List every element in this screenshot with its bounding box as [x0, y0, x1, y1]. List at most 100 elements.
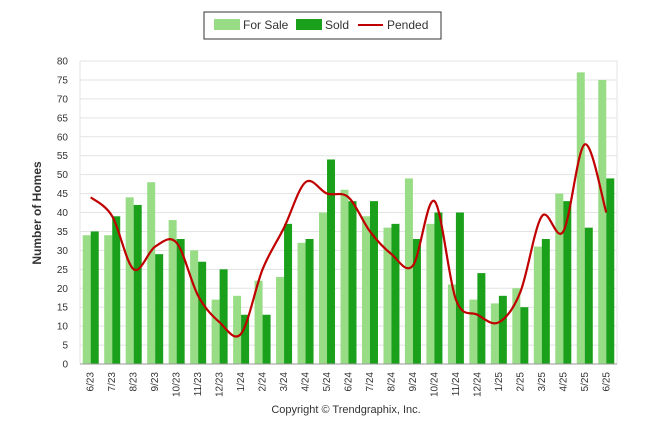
x-tick-label: 10/23 — [172, 372, 183, 397]
bar-for-sale — [340, 189, 349, 364]
bar-sold — [262, 314, 271, 364]
bar-for-sale — [533, 246, 542, 364]
x-tick-label: 1/25 — [494, 372, 505, 392]
bar-for-sale — [361, 216, 370, 364]
y-tick-label: 20 — [57, 284, 69, 295]
bar-sold — [305, 239, 314, 364]
legend: For Sale Sold Pended — [203, 11, 442, 40]
y-tick-label: 55 — [57, 151, 69, 162]
y-tick-label: 15 — [57, 303, 69, 314]
bar-sold — [477, 273, 486, 364]
bar-sold — [90, 231, 99, 364]
bar-sold — [584, 227, 593, 364]
x-tick-label: 3/24 — [279, 372, 290, 392]
bar-sold — [348, 201, 357, 364]
y-tick-label: 5 — [62, 341, 68, 352]
x-tick-label: 5/25 — [580, 372, 591, 392]
y-tick-label: 75 — [57, 75, 69, 86]
x-tick-label: 8/24 — [386, 372, 397, 392]
x-tick-label: 4/25 — [558, 372, 569, 392]
y-axis-label: Number of Homes — [30, 161, 44, 265]
y-tick-label: 40 — [57, 208, 69, 219]
y-tick-label: 25 — [57, 265, 69, 276]
x-tick-label: 4/24 — [301, 372, 312, 392]
legend-swatch-sold — [296, 19, 322, 30]
bar-for-sale — [233, 295, 242, 364]
y-tick-label: 0 — [62, 360, 68, 371]
bar-sold — [455, 212, 464, 364]
bar-sold — [606, 178, 615, 364]
x-tick-label: 11/23 — [193, 372, 204, 397]
x-tick-label: 5/24 — [322, 372, 333, 392]
bar-for-sale — [576, 72, 585, 365]
bar-sold — [520, 307, 529, 364]
bar-for-sale — [512, 288, 521, 364]
x-axis-ticks: 6/23 7/23 8/23 9/23 10/23 11/23 12/23 1/24 2/24 3… — [86, 372, 613, 397]
bar-for-sale — [276, 276, 285, 364]
x-tick-label: 2/24 — [258, 372, 269, 392]
pended-line — [90, 143, 608, 338]
copyright-text: Copyright © Trendgraphix, Inc. — [271, 404, 420, 416]
x-tick-label: 12/23 — [215, 372, 226, 397]
bar-sold — [155, 254, 164, 364]
y-tick-label: 65 — [57, 113, 69, 124]
bar-for-sale — [319, 212, 328, 364]
x-tick-label: 9/23 — [150, 372, 161, 392]
bar-for-sale — [190, 250, 199, 364]
bar-for-sale — [104, 235, 113, 364]
legend-label-sold: Sold — [325, 18, 349, 32]
bar-sold — [434, 212, 443, 364]
bar-for-sale — [383, 227, 392, 364]
bar-for-sale — [82, 235, 91, 364]
x-tick-label: 3/25 — [537, 372, 548, 392]
x-tick-label: 8/23 — [129, 372, 140, 392]
bar-sold — [412, 239, 421, 364]
bar-sold — [391, 223, 400, 364]
bar-for-sale — [297, 242, 306, 364]
bar-sold — [112, 216, 121, 364]
x-tick-label: 9/24 — [408, 372, 419, 392]
bar-sold — [176, 239, 185, 364]
y-tick-label: 10 — [57, 322, 69, 333]
bar-for-sale — [447, 284, 456, 364]
bar-sold — [133, 204, 142, 364]
x-tick-label: 11/24 — [451, 372, 462, 397]
x-tick-label: 10/24 — [429, 372, 440, 397]
bars — [82, 72, 615, 365]
bar-sold — [219, 269, 228, 364]
y-tick-label: 35 — [57, 227, 69, 238]
legend-swatch-for-sale — [214, 19, 240, 30]
bar-for-sale — [469, 299, 478, 364]
legend-box — [203, 11, 442, 40]
bar-for-sale — [598, 79, 607, 364]
bar-sold — [541, 239, 550, 364]
y-axis-ticks: 0 5 10 15 20 25 30 35 40 45 50 55 60 65 70 75 80 — [57, 57, 69, 371]
bar-for-sale — [147, 182, 156, 364]
x-tick-label: 6/24 — [344, 372, 355, 392]
bar-for-sale — [254, 280, 263, 364]
y-tick-label: 60 — [57, 132, 69, 143]
y-tick-label: 80 — [57, 57, 69, 68]
bar-sold — [241, 314, 250, 364]
bar-for-sale — [426, 223, 435, 364]
bar-sold — [498, 295, 507, 364]
x-tick-label: 7/24 — [365, 372, 376, 392]
y-tick-label: 45 — [57, 189, 69, 200]
bar-sold — [327, 159, 336, 364]
x-tick-label: 6/25 — [601, 372, 612, 392]
y-tick-label: 50 — [57, 170, 69, 181]
x-tick-label: 7/23 — [107, 372, 118, 392]
bar-for-sale — [211, 299, 220, 364]
y-tick-label: 70 — [57, 94, 69, 105]
x-tick-label: 12/24 — [472, 372, 483, 397]
legend-label-pended: Pended — [387, 18, 428, 32]
bar-for-sale — [555, 193, 564, 364]
x-tick-label: 1/24 — [236, 372, 247, 392]
bar-sold — [369, 201, 378, 364]
x-tick-label: 2/25 — [515, 372, 526, 392]
bar-for-sale — [404, 178, 413, 364]
bar-sold — [284, 223, 293, 364]
bar-for-sale — [168, 220, 177, 364]
x-tick-label: 6/23 — [86, 372, 97, 392]
bar-for-sale — [490, 303, 499, 364]
